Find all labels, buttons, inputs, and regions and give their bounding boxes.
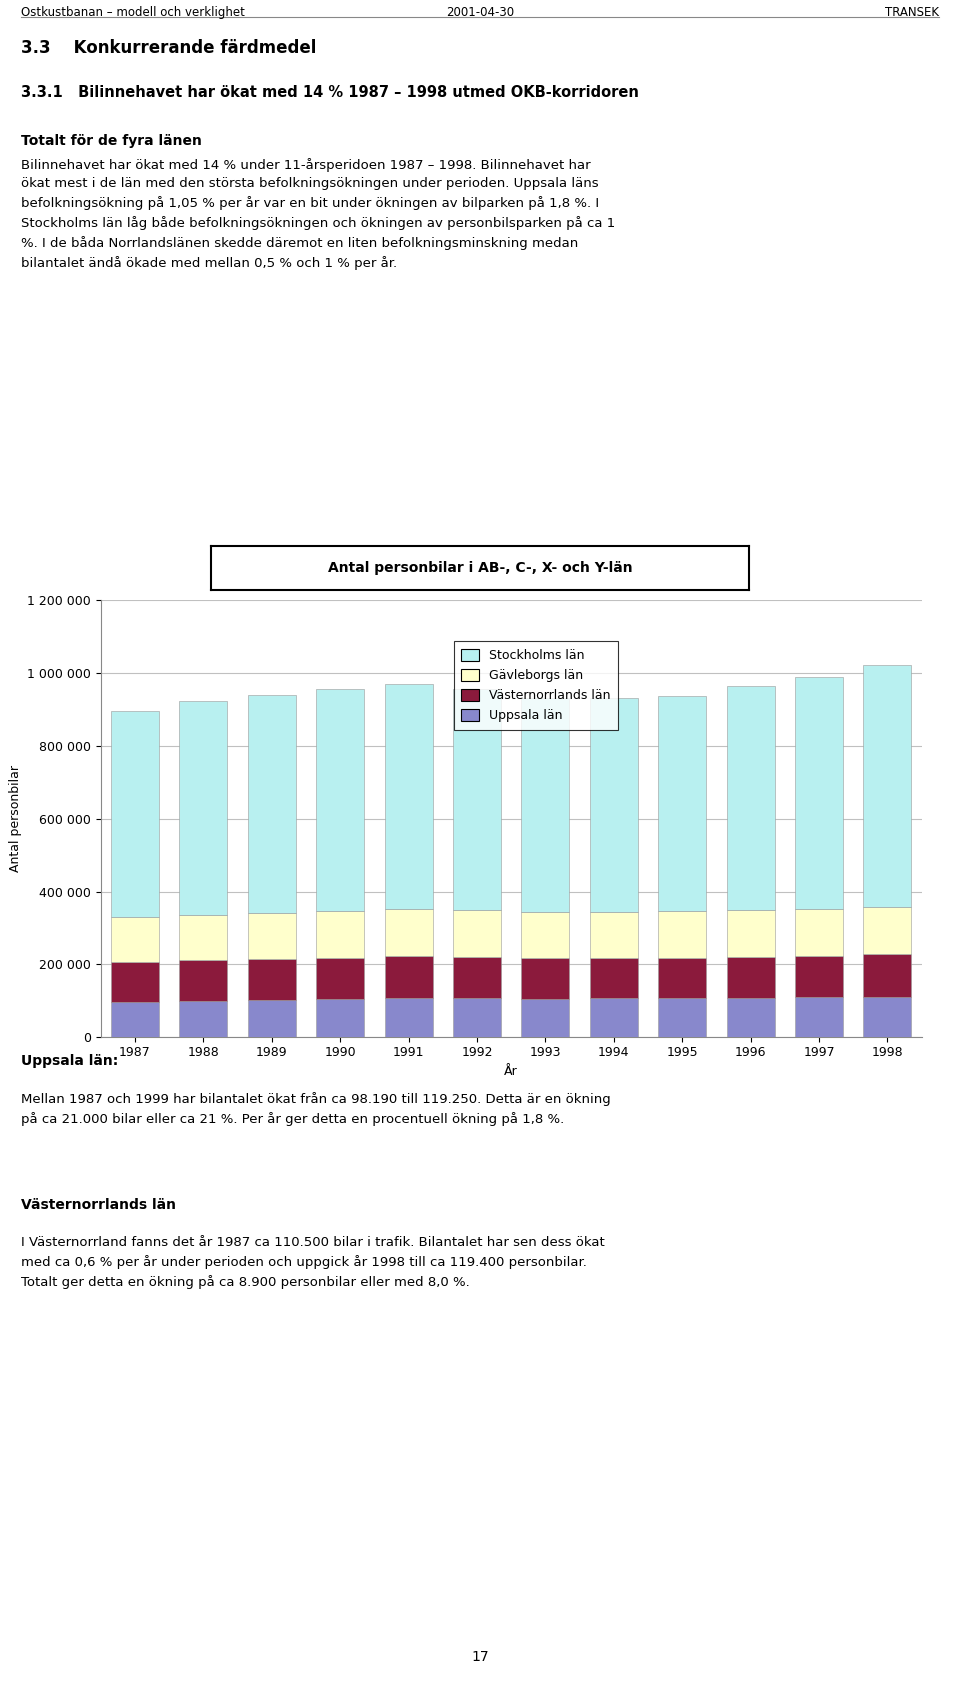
Bar [727, 686, 775, 910]
Bar [316, 998, 364, 1037]
Bar [727, 910, 775, 956]
Bar [795, 997, 843, 1037]
Bar [385, 683, 433, 909]
Bar [180, 1000, 228, 1037]
Bar [453, 910, 501, 956]
Bar [659, 697, 707, 912]
Bar [180, 961, 228, 1000]
Bar [385, 909, 433, 956]
Bar [248, 912, 296, 959]
Bar [453, 956, 501, 998]
Bar [180, 915, 228, 961]
Bar [111, 917, 159, 961]
Legend: Stockholms län, Gävleborgs län, Västernorrlands län, Uppsala län: Stockholms län, Gävleborgs län, Västerno… [454, 641, 618, 731]
Bar [795, 909, 843, 956]
Text: 2001-04-30: 2001-04-30 [446, 5, 514, 19]
Bar [248, 1000, 296, 1037]
Text: Ostkustbanan – modell och verklighet: Ostkustbanan – modell och verklighet [21, 5, 245, 19]
Bar [863, 997, 911, 1037]
Bar [521, 698, 569, 912]
Text: I Västernorrland fanns det år 1987 ca 110.500 bilar i trafik. Bilantalet har sen: I Västernorrland fanns det år 1987 ca 11… [21, 1236, 605, 1288]
Bar [727, 998, 775, 1037]
Text: Mellan 1987 och 1999 har bilantalet ökat från ca 98.190 till 119.250. Detta är e: Mellan 1987 och 1999 har bilantalet ökat… [21, 1092, 611, 1125]
Bar [111, 961, 159, 1002]
Text: Antal personbilar i AB-, C-, X- och Y-län: Antal personbilar i AB-, C-, X- och Y-lä… [327, 561, 633, 575]
Bar [111, 712, 159, 917]
Bar [521, 912, 569, 958]
Bar [863, 907, 911, 954]
Bar [521, 958, 569, 998]
Bar [316, 910, 364, 958]
Text: Totalt för de fyra länen: Totalt för de fyra länen [21, 134, 202, 147]
Bar [248, 959, 296, 1000]
Bar [589, 912, 637, 958]
Bar [111, 1002, 159, 1037]
Y-axis label: Antal personbilar: Antal personbilar [9, 764, 22, 873]
Text: 3.3.1   Bilinnehavet har ökat med 14 % 1987 – 1998 utmed OKB-korridoren: 3.3.1 Bilinnehavet har ökat med 14 % 198… [21, 85, 639, 100]
Bar [248, 695, 296, 912]
Bar [521, 998, 569, 1037]
Bar [659, 958, 707, 998]
Bar [180, 702, 228, 915]
Bar [316, 958, 364, 998]
Text: Västernorrlands län: Västernorrlands län [21, 1198, 176, 1212]
Bar [727, 956, 775, 998]
Bar [863, 954, 911, 997]
Bar [795, 956, 843, 997]
Bar [385, 998, 433, 1037]
Text: 3.3    Konkurrerande färdmedel: 3.3 Konkurrerande färdmedel [21, 39, 317, 58]
Bar [385, 956, 433, 998]
Text: Uppsala län:: Uppsala län: [21, 1054, 118, 1068]
Bar [589, 698, 637, 912]
Bar [863, 664, 911, 907]
Text: Bilinnehavet har ökat med 14 % under 11-årsperidoen 1987 – 1998. Bilinnehavet ha: Bilinnehavet har ökat med 14 % under 11-… [21, 158, 615, 270]
Bar [795, 678, 843, 909]
Bar [589, 958, 637, 998]
Bar [659, 912, 707, 958]
Bar [453, 688, 501, 910]
Bar [453, 998, 501, 1037]
Text: 17: 17 [471, 1651, 489, 1664]
X-axis label: År: År [504, 1064, 518, 1078]
Bar [316, 690, 364, 910]
Bar [659, 998, 707, 1037]
Bar [589, 998, 637, 1037]
Text: TRANSEK: TRANSEK [885, 5, 939, 19]
